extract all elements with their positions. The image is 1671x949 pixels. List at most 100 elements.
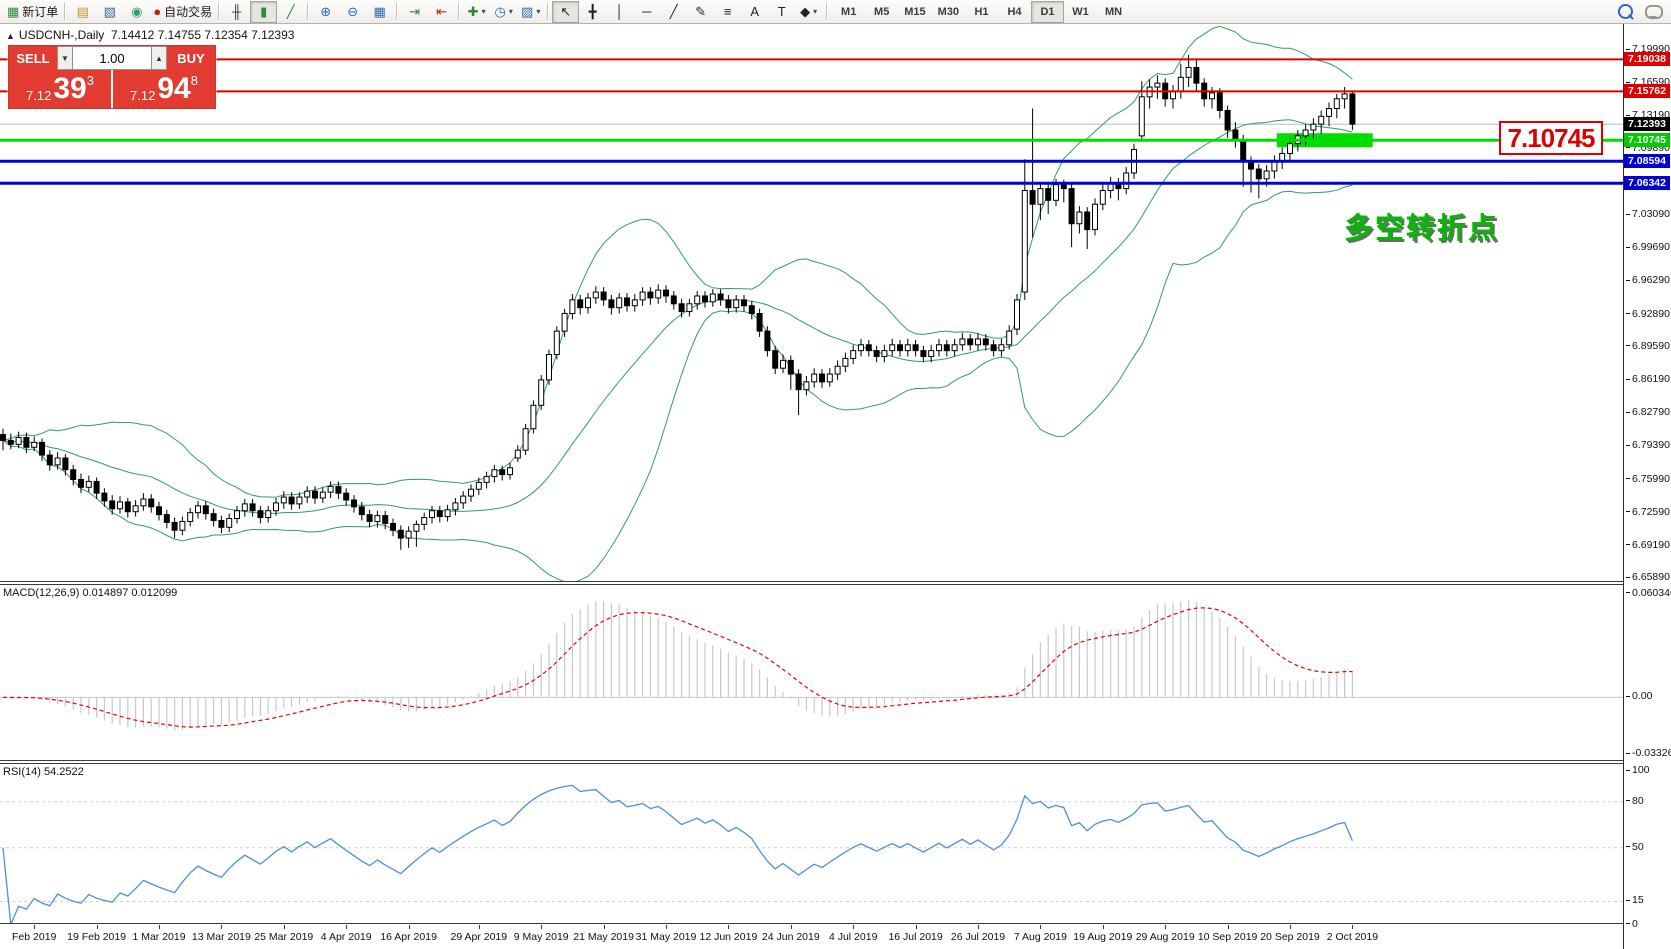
rsi-name: RSI(14) — [3, 766, 41, 778]
shapes-icon: ◆ — [800, 4, 811, 19]
vertical-line-icon: │ — [615, 4, 624, 19]
timeframe-m5-button[interactable]: M5 — [874, 5, 890, 18]
sell-button[interactable]: SELL — [9, 46, 57, 70]
chart-shift-button[interactable]: ⇤ — [428, 1, 455, 23]
bollinger-middle-band — [2, 119, 1353, 514]
rsi-tick-0: 0 — [1626, 918, 1638, 930]
date-tick — [159, 925, 160, 929]
toolbar-separator — [458, 3, 461, 20]
collapse-panel-icon[interactable]: ▲ — [6, 31, 15, 41]
autotrade-icon: ● — [153, 4, 162, 19]
fibonacci-icon: ≡ — [723, 4, 732, 19]
toolbar-separator — [396, 3, 399, 20]
price-level-label-7.19038: 7.19038 — [1624, 52, 1670, 67]
price-level-label-7.15762: 7.15762 — [1624, 84, 1670, 99]
timeframe-h4-button[interactable]: H4 — [1007, 5, 1022, 18]
shapes-button[interactable]: ◆ ▾ — [795, 1, 822, 23]
volume-decrease-button[interactable]: ▼ — [57, 46, 73, 70]
toolbar-separator — [547, 3, 550, 20]
price-axis[interactable]: 7.19990 7.16590 7.13190 7.09890 7.03090 6.996… — [1623, 24, 1671, 949]
price-tick-6.92890: 6.92890 — [1626, 308, 1670, 320]
price-level-label-7.12393: 7.12393 — [1624, 117, 1670, 132]
pane-divider-main-macd[interactable] — [0, 581, 1623, 585]
journal-icon-icon: ▤ — [76, 4, 89, 19]
date-tick — [1102, 925, 1104, 929]
date-label-29-Aug-2019: 29 Aug 2019 — [1135, 931, 1195, 943]
buy-price-display[interactable]: 7.12 94 8 — [113, 70, 215, 108]
new-order-button[interactable]: ▦ 新订单 — [4, 1, 61, 23]
date-label-12-Jun-2019: 12 Jun 2019 — [699, 931, 758, 943]
cursor-button[interactable]: ↖ — [552, 0, 580, 23]
templates-button[interactable]: ▨ ▾ — [517, 1, 544, 23]
date-tick — [728, 925, 730, 929]
macd-tick--0.033267: -0.033267 — [1626, 747, 1671, 759]
date-label-31-May-2019: 31 May 2019 — [635, 931, 697, 943]
pivot-annotation-text[interactable]: 多空转折点 — [1344, 213, 1500, 245]
periods-button[interactable]: ◷ ▾ — [490, 1, 517, 23]
rsi-indicator-label: RSI(14) 54.2522 — [3, 766, 84, 778]
timeframe-w1-button[interactable]: W1 — [1072, 5, 1089, 18]
text-button[interactable]: A — [741, 1, 768, 23]
rsi-tick-100: 100 — [1626, 764, 1650, 776]
rsi-line — [2, 784, 1353, 923]
pane-divider-macd-rsi[interactable] — [0, 760, 1623, 764]
tile-windows-button[interactable]: ▦ — [366, 1, 393, 23]
indicators-icon: ✚ — [467, 4, 479, 19]
chart-ohlc-header: ▲ USDCNH-,Daily 7.14412 7.14755 7.12354 7… — [6, 28, 294, 42]
date-label-26-Jul-2019: 26 Jul 2019 — [950, 931, 1006, 943]
main-chart-pane[interactable] — [0, 24, 1623, 581]
date-label-16-Jul-2019: 16 Jul 2019 — [888, 931, 943, 943]
search-icon — [1618, 4, 1633, 19]
volume-input[interactable] — [73, 46, 151, 70]
text-icon: A — [750, 4, 760, 19]
rsi-tick-50: 50 — [1626, 841, 1644, 853]
macd-pane[interactable] — [0, 585, 1623, 760]
line-chart-button[interactable]: ╱ — [277, 1, 304, 23]
date-label-7-Aug-2019: 7 Aug 2019 — [1013, 931, 1067, 943]
buy-button[interactable]: BUY — [167, 46, 215, 70]
timeframe-d1-button[interactable]: D1 — [1031, 0, 1064, 23]
date-tick — [408, 925, 410, 929]
crosshair-button[interactable]: ╋ — [579, 1, 606, 23]
time-axis[interactable]: Feb 2019 19 Feb 2019 1 Mar 2019 13 Mar 2019… — [0, 925, 1623, 949]
price-callout-box[interactable]: 7.10745 — [1499, 121, 1603, 155]
date-tick — [96, 925, 98, 929]
chart-symbol-period: USDCNH-,Daily — [18, 28, 105, 42]
navigator-icon-button[interactable]: ▧ — [96, 1, 123, 23]
text-label-button[interactable]: T — [768, 1, 795, 23]
date-tick — [915, 925, 917, 929]
candlestick-chart-button[interactable]: ▮ — [250, 0, 278, 23]
chevron-down-icon: ▾ — [813, 7, 818, 16]
search-symbol-button[interactable] — [1612, 1, 1639, 23]
equidistant-channel-icon: ✎ — [695, 4, 707, 19]
sell-price-display[interactable]: 7.12 39 3 — [9, 70, 111, 108]
horizontal-line-button[interactable]: ─ — [633, 1, 660, 23]
autotrade-button[interactable]: ● 自动交易 — [150, 1, 215, 23]
timeframe-m15-button[interactable]: M15 — [904, 5, 926, 18]
equidistant-channel-button[interactable]: ✎ — [687, 1, 714, 23]
date-tick — [34, 925, 36, 929]
journal-icon-button[interactable]: ▤ — [69, 1, 96, 23]
rsi-pane[interactable] — [0, 764, 1623, 923]
signal-icon-button[interactable]: ◉ — [123, 1, 150, 23]
timeframe-mn-button[interactable]: MN — [1104, 5, 1123, 18]
chat-button[interactable] — [1640, 1, 1667, 23]
volume-increase-button[interactable]: ▲ — [151, 46, 167, 70]
zoom-in-button[interactable]: ⊕ — [312, 1, 339, 23]
timeframe-m1-button[interactable]: M1 — [841, 5, 857, 18]
timeframe-m30-button[interactable]: M30 — [937, 5, 959, 18]
trendline-button[interactable]: ╱ — [660, 1, 687, 23]
rsi-current-value: 54.2522 — [43, 766, 84, 778]
fibonacci-button[interactable]: ≡ — [714, 1, 741, 23]
price-tick-6.86190: 6.86190 — [1626, 373, 1670, 385]
indicators-button[interactable]: ✚ ▾ — [463, 1, 490, 23]
vertical-line-button[interactable]: │ — [606, 1, 633, 23]
zoom-out-button[interactable]: ⊖ — [339, 1, 366, 23]
bar-chart-button[interactable]: ╫ — [223, 1, 250, 23]
chevron-down-icon: ▾ — [481, 7, 486, 16]
tile-windows-icon: ▦ — [373, 4, 386, 19]
auto-scroll-button[interactable]: ⇥ — [401, 1, 428, 23]
timeframe-h1-button[interactable]: H1 — [974, 5, 989, 18]
one-click-trading-panel: SELL ▼ ▲ BUY 7.12 39 3 7.12 94 8 — [8, 45, 216, 109]
